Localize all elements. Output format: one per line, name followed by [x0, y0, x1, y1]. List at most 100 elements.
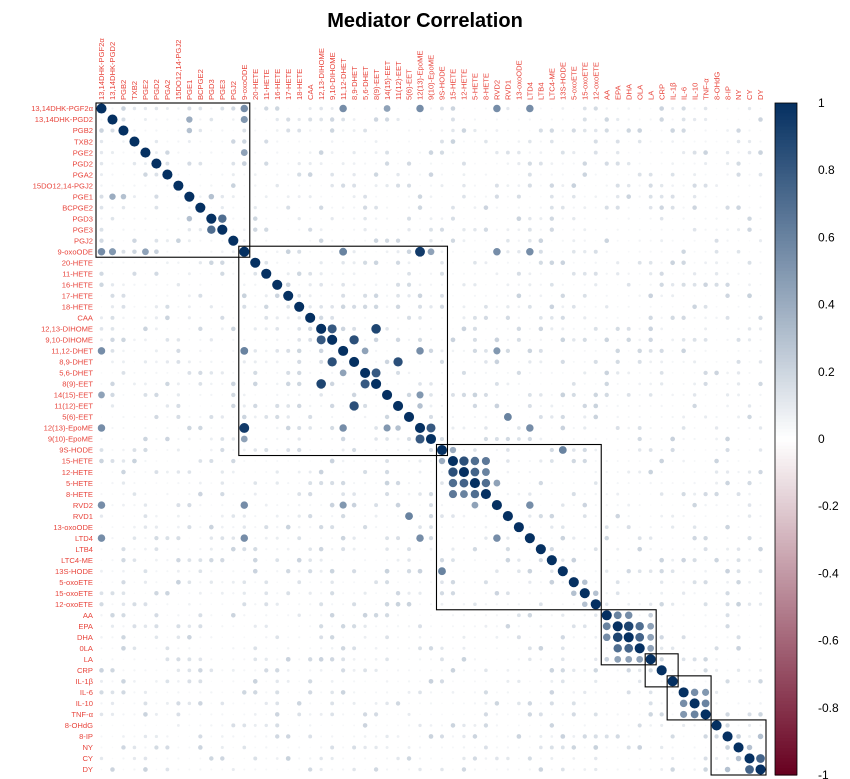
cell-22-10 [210, 349, 213, 352]
cell-40-41 [549, 547, 554, 552]
cell-44-14 [254, 592, 257, 595]
column-label: NY [734, 89, 743, 100]
colorbar-segment [775, 344, 797, 349]
cell-49-19 [309, 647, 312, 650]
colorbar-segment [775, 563, 797, 568]
cell-59-7 [177, 757, 180, 760]
cell-8-54 [692, 194, 697, 199]
colorbar-segment [775, 630, 797, 635]
cell-26-27 [397, 394, 399, 396]
cell-17-57 [725, 293, 730, 299]
cell-35-50 [649, 493, 652, 495]
colorbar-segment [775, 734, 797, 739]
cell-12-43 [572, 239, 576, 243]
cell-21-19 [308, 337, 313, 342]
cell-45-16 [275, 602, 279, 606]
cell-37-34 [474, 515, 476, 517]
cell-0-48 [627, 107, 630, 110]
cell-18-1 [110, 305, 115, 309]
cell-38-24 [362, 525, 368, 530]
cell-60-28 [407, 768, 411, 771]
cell-24-45 [594, 372, 597, 374]
cell-4-21 [330, 151, 334, 154]
cell-39-31 [441, 537, 443, 540]
cell-32-31 [438, 457, 446, 465]
cell-17-21 [331, 294, 334, 297]
cell-25-23 [353, 382, 356, 386]
cell-21-23 [349, 335, 359, 345]
cell-53-27 [397, 691, 399, 694]
cell-26-4 [143, 392, 148, 397]
cell-11-35 [483, 227, 489, 232]
cell-13-35 [484, 250, 487, 253]
cell-25-60 [758, 381, 763, 387]
cell-12-33 [462, 239, 466, 243]
cell-60-22 [341, 768, 345, 771]
cell-24-42 [561, 371, 564, 374]
cell-53-11 [221, 691, 224, 694]
colorbar-segment [775, 331, 797, 336]
cell-43-7 [176, 579, 181, 585]
cell-16-3 [133, 283, 136, 286]
cell-45-47 [616, 603, 619, 606]
cell-16-25 [374, 283, 378, 287]
cell-32-34 [470, 456, 480, 466]
cell-27-22 [342, 404, 345, 407]
cell-42-56 [715, 570, 718, 573]
cell-26-1 [110, 392, 115, 398]
cell-0-0 [96, 103, 107, 114]
cell-37-32 [451, 514, 455, 518]
cell-52-15 [265, 680, 268, 683]
cell-57-0 [100, 735, 103, 738]
colorbar-segment [775, 600, 797, 605]
cell-48-56 [715, 636, 718, 639]
cell-60-24 [364, 768, 366, 771]
cell-28-1 [111, 416, 114, 418]
cell-29-8 [187, 425, 192, 431]
cell-46-43 [572, 614, 575, 617]
cell-48-60 [759, 636, 762, 639]
cell-44-22 [342, 592, 345, 595]
cell-21-40 [539, 338, 543, 342]
cell-37-15 [265, 515, 268, 518]
row-label: 8-OHdG [65, 721, 93, 730]
cell-37-43 [572, 515, 575, 517]
cell-11-52 [671, 228, 674, 231]
cell-54-11 [220, 701, 225, 706]
cell-47-29 [418, 624, 422, 629]
cell-5-6 [165, 161, 170, 166]
cell-13-37 [506, 250, 510, 254]
cell-11-3 [133, 228, 136, 231]
cell-60-21 [331, 768, 334, 771]
cell-0-50 [649, 107, 652, 110]
cell-39-60 [759, 537, 762, 540]
cell-26-5 [154, 392, 159, 398]
cell-47-49 [635, 622, 644, 631]
cell-24-6 [166, 371, 169, 374]
cell-49-8 [188, 647, 191, 650]
cell-13-34 [473, 250, 476, 253]
cell-11-19 [308, 227, 313, 232]
cell-15-26 [386, 273, 388, 275]
cell-57-24 [363, 735, 367, 738]
cell-0-32 [450, 106, 456, 111]
cell-12-36 [496, 239, 498, 242]
cell-49-40 [538, 645, 544, 651]
cell-36-22 [339, 501, 347, 509]
cell-46-31 [441, 614, 443, 617]
column-label: CY [745, 89, 754, 100]
cell-28-4 [144, 415, 147, 418]
cell-53-30 [429, 691, 433, 694]
cell-22-43 [572, 349, 575, 352]
cell-21-35 [485, 339, 487, 341]
cell-59-48 [627, 757, 630, 760]
cell-48-44 [583, 636, 586, 639]
cell-28-33 [463, 416, 465, 418]
cell-12-49 [638, 239, 641, 242]
cell-60-4 [143, 767, 148, 772]
cell-58-58 [733, 742, 744, 753]
cell-38-46 [604, 525, 609, 530]
cell-60-56 [715, 768, 718, 771]
colorbar-segment [775, 203, 797, 208]
cell-16-28 [406, 282, 412, 287]
